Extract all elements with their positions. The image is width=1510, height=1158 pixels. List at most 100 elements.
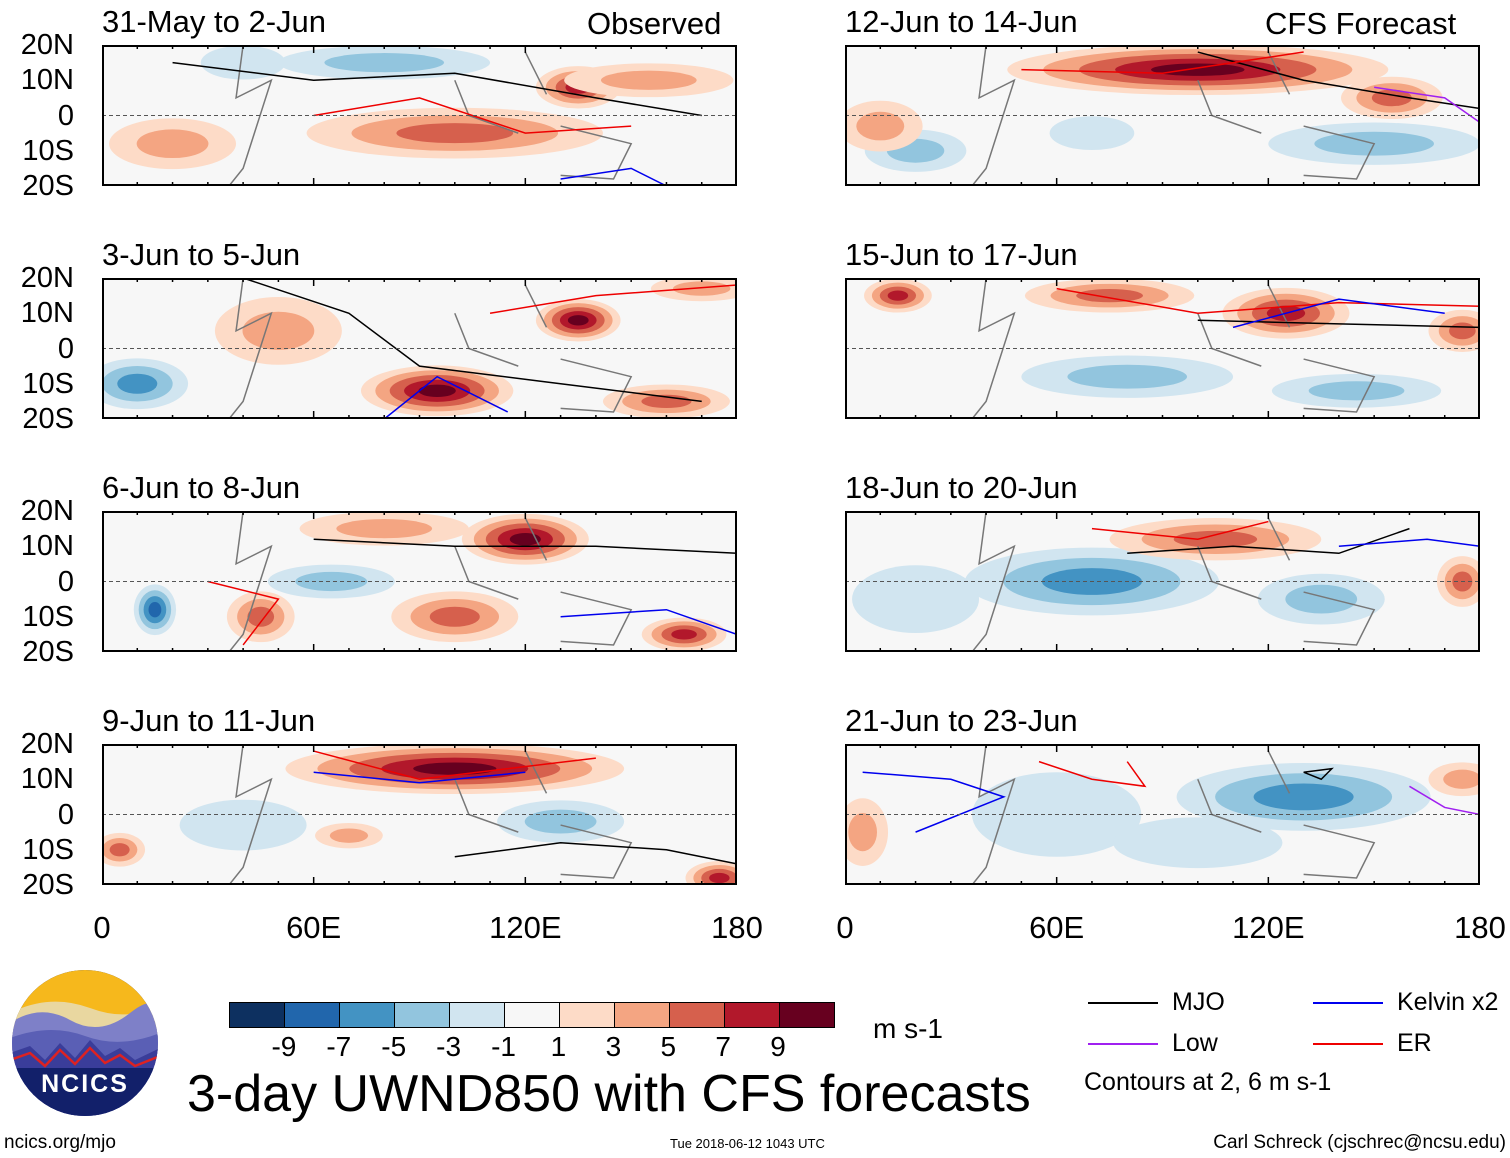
- lon-label: 120E: [489, 910, 562, 945]
- anomaly-contour: [848, 812, 877, 852]
- anomaly-contour: [600, 70, 697, 90]
- anomaly-contour: [329, 828, 369, 843]
- colorbar-swatch: [560, 1003, 615, 1027]
- lat-label: 20N: [20, 728, 74, 760]
- contour-mjo: [1127, 527, 1410, 555]
- map-panel: [94, 743, 754, 895]
- lon-label: 0: [836, 910, 854, 945]
- contour-er: [207, 580, 280, 646]
- anomaly-contour: [324, 53, 445, 73]
- anomaly-contour: [418, 384, 456, 398]
- anomaly-contour: [852, 565, 980, 633]
- footer-timestamp: Tue 2018-06-12 1043 UTC: [670, 1136, 825, 1151]
- lon-label: 0: [93, 910, 111, 945]
- colorbar-swatch: [230, 1003, 285, 1027]
- contour-mjo: [1303, 767, 1334, 781]
- map-panel: [837, 743, 1497, 886]
- colorbar-swatch: [450, 1003, 505, 1027]
- colorbar-swatch: [505, 1003, 560, 1027]
- anomaly-contour: [117, 373, 158, 394]
- colorbar-swatch: [340, 1003, 395, 1027]
- anomaly-contour: [1113, 817, 1283, 869]
- lat-label: 10N: [20, 297, 74, 330]
- anomaly-contour: [200, 45, 286, 80]
- panel-title: 12-Jun to 14-Jun: [845, 4, 1078, 39]
- contour-er: [1021, 51, 1304, 74]
- legend-label: ER: [1397, 1029, 1432, 1057]
- lat-label: 10S: [22, 134, 74, 167]
- contour-mjo: [242, 277, 702, 403]
- anomaly-contour: [887, 290, 909, 301]
- colorbar-label: -3: [436, 1031, 462, 1062]
- lat-label: 20N: [20, 495, 74, 527]
- colorbar-label: -5: [381, 1031, 407, 1062]
- anomaly-contour: [1067, 364, 1188, 389]
- contour-er: [1038, 760, 1147, 788]
- lat-label: 10N: [20, 763, 74, 796]
- anomaly-contour: [509, 532, 541, 546]
- anomaly-contour: [136, 129, 209, 159]
- lat-label: 10N: [20, 530, 74, 563]
- anomaly-contour: [295, 571, 368, 592]
- contour-er: [1056, 287, 1481, 315]
- lat-label: 0: [57, 798, 74, 831]
- colorbar-label: 7: [715, 1031, 731, 1062]
- anomaly-contour: [1449, 322, 1476, 340]
- anomaly-contour: [856, 111, 905, 141]
- anomaly-contour: [709, 872, 730, 884]
- legend-line: [1313, 1043, 1383, 1045]
- anomaly-contour: [524, 809, 597, 834]
- anomaly-contour: [247, 606, 275, 627]
- anomaly-contour: [1151, 63, 1245, 76]
- contour-er: [489, 284, 738, 314]
- contour-mjo: [1197, 319, 1481, 329]
- logo-text: NCICS: [41, 1070, 129, 1098]
- panel-title: 6-Jun to 8-Jun: [102, 470, 301, 505]
- lat-label: 10S: [22, 833, 74, 866]
- anomaly-contour: [1173, 530, 1258, 548]
- map-panel: [837, 44, 1481, 187]
- legend-label: Low: [1172, 1029, 1218, 1057]
- contour-kelvin: [1232, 298, 1445, 329]
- colorbar-swatch: [780, 1003, 834, 1027]
- panel-title: 3-Jun to 5-Jun: [102, 237, 301, 272]
- lat-label: 20S: [22, 403, 74, 435]
- lat-label: 20N: [20, 29, 74, 61]
- map-panel: [844, 277, 1497, 420]
- anomaly-contour: [1076, 288, 1143, 303]
- footer-url[interactable]: ncics.org/mjo: [4, 1132, 116, 1153]
- forecast-label: CFS Forecast: [1265, 6, 1457, 41]
- anomaly-contour: [179, 799, 307, 851]
- map-panel: [101, 510, 738, 653]
- contour-er: [313, 97, 632, 134]
- lat-label: 20N: [20, 262, 74, 294]
- contour-mjo: [313, 538, 738, 555]
- lon-label: 120E: [1232, 910, 1305, 945]
- contour-er: [313, 750, 596, 781]
- lat-label: 10N: [20, 64, 74, 97]
- lat-label: 0: [57, 565, 74, 598]
- contour-mjo: [1197, 51, 1481, 110]
- contour-kelvin: [560, 167, 667, 187]
- anomaly-contour: [567, 315, 589, 326]
- contour-mjo: [172, 61, 702, 117]
- legend-line: [1088, 1002, 1158, 1004]
- lon-label: 60E: [1029, 910, 1085, 945]
- anomaly-contour: [1049, 116, 1135, 151]
- colorbar-label: -7: [326, 1031, 352, 1062]
- panel-title: 9-Jun to 11-Jun: [102, 703, 316, 738]
- legend-line: [1088, 1043, 1158, 1045]
- colorbar-label: 9: [770, 1031, 786, 1062]
- colorbar-swatch: [395, 1003, 450, 1027]
- lat-label: 10S: [22, 367, 74, 400]
- ncics-logo: NCICS: [10, 968, 160, 1118]
- colorbar-label: 3: [605, 1031, 622, 1062]
- colorbar-label: 1: [550, 1031, 567, 1062]
- contour-low: [1374, 86, 1481, 124]
- colorbar-swatch: [725, 1003, 780, 1027]
- contour-note: Contours at 2, 6 m s-1: [1084, 1068, 1332, 1096]
- figure-title: 3-day UWND850 with CFS forecasts: [187, 1065, 1031, 1123]
- contour-kelvin: [1338, 538, 1481, 547]
- anomaly-contour: [148, 602, 162, 618]
- anomaly-contour: [1285, 584, 1358, 614]
